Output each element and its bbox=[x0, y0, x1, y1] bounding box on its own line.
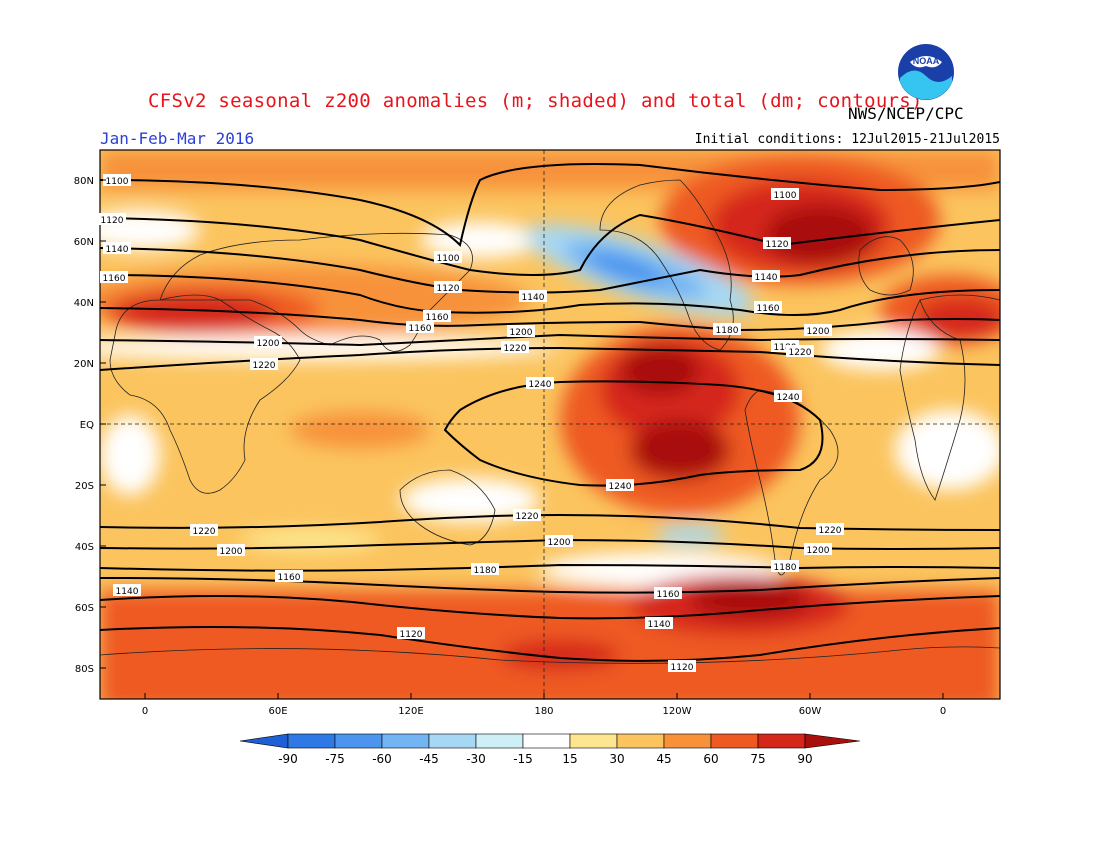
contour-label: 1180 bbox=[716, 326, 739, 336]
contour-label: 1160 bbox=[103, 274, 126, 284]
colorbar-box bbox=[334, 733, 383, 749]
contour-label: 1200 bbox=[510, 328, 533, 338]
colorbar-box bbox=[757, 733, 806, 749]
lat-tick-label: 40N bbox=[74, 298, 94, 309]
contour-label: 1220 bbox=[789, 348, 812, 358]
colorbar-label: 75 bbox=[750, 752, 765, 766]
lat-tick-label: 60S bbox=[75, 603, 94, 614]
contour-label: 1200 bbox=[807, 546, 830, 556]
contour-label: 1240 bbox=[609, 482, 632, 492]
contour-label: 1160 bbox=[278, 573, 301, 583]
colorbar-box bbox=[710, 733, 759, 749]
lat-tick-label: 80S bbox=[75, 664, 94, 675]
colorbar-label: -30 bbox=[466, 752, 486, 766]
colorbar-label: 90 bbox=[797, 752, 812, 766]
colorbar-box bbox=[616, 733, 665, 749]
contour-label: 1120 bbox=[400, 630, 423, 640]
colorbar-box bbox=[569, 733, 618, 749]
lat-tick-label: EQ bbox=[80, 420, 94, 431]
colorbar-label: 45 bbox=[656, 752, 671, 766]
lat-tick-label: 20S bbox=[75, 481, 94, 492]
contour-label: 1220 bbox=[516, 512, 539, 522]
latitude-axis: 80N 60N 40N 20N EQ 20S 40S 60S 80S bbox=[74, 176, 106, 675]
contour-label: 1240 bbox=[529, 380, 552, 390]
contour-label: 1160 bbox=[426, 313, 449, 323]
anomaly-shading bbox=[100, 150, 1000, 699]
lon-tick-label: 0 bbox=[142, 706, 148, 717]
contour-label: 1120 bbox=[437, 284, 460, 294]
colorbar-labels: -90 -75 -60 -45 -30 -15 15 30 45 60 75 90 bbox=[278, 752, 812, 766]
colorbar-box bbox=[663, 733, 712, 749]
contour-label: 1220 bbox=[193, 527, 216, 537]
lat-tick-label: 80N bbox=[74, 176, 94, 187]
colorbar-low-arrow bbox=[239, 733, 289, 749]
coastlines bbox=[100, 179, 1000, 664]
contour-label: 1120 bbox=[671, 663, 694, 673]
organization-label: NWS/NCEP/CPC bbox=[848, 104, 964, 123]
contour-label: 1200 bbox=[807, 327, 830, 337]
lon-tick-label: 60W bbox=[799, 706, 822, 717]
contour-label: 1200 bbox=[257, 339, 280, 349]
contour-label: 1140 bbox=[106, 245, 129, 255]
contour-labels: 1100 1100 1100 1120 1120 1120 1140 1140 1140 1160… bbox=[98, 174, 844, 673]
lon-tick-label: 0 bbox=[940, 706, 946, 717]
contour-label: 1220 bbox=[504, 344, 527, 354]
initial-conditions-label: Initial conditions: 12Jul2015-21Jul2015 bbox=[694, 132, 1000, 147]
contour-label: 1140 bbox=[648, 620, 671, 630]
contour-label: 1100 bbox=[774, 191, 797, 201]
lat-tick-label: 20N bbox=[74, 359, 94, 370]
colorbar-boxes bbox=[239, 733, 861, 749]
colorbar-box bbox=[428, 733, 477, 749]
colorbar-label: -75 bbox=[325, 752, 345, 766]
contour-label: 1160 bbox=[409, 324, 432, 334]
colorbar-label: 15 bbox=[562, 752, 577, 766]
colorbar-label: -15 bbox=[513, 752, 533, 766]
lon-tick-label: 120W bbox=[663, 706, 692, 717]
contour-label: 1180 bbox=[474, 566, 497, 576]
contour-label: 1100 bbox=[437, 254, 460, 264]
contour-label: 1220 bbox=[819, 526, 842, 536]
colorbar-label: 30 bbox=[609, 752, 624, 766]
period-label: Jan-Feb-Mar 2016 bbox=[100, 129, 255, 148]
chart-title: CFSv2 seasonal z200 anomalies (m; shaded… bbox=[148, 90, 923, 112]
contour-label: 1120 bbox=[766, 240, 789, 250]
colorbar-high-arrow bbox=[804, 733, 861, 749]
contour-label: 1140 bbox=[116, 587, 139, 597]
colorbar-label: -45 bbox=[419, 752, 439, 766]
contour-label: 1180 bbox=[774, 563, 797, 573]
contour-label: 1100 bbox=[106, 177, 129, 187]
contour-label: 1140 bbox=[522, 293, 545, 303]
contour-label: 1160 bbox=[757, 304, 780, 314]
lon-tick-label: 60E bbox=[268, 706, 287, 717]
contour-label: 1240 bbox=[777, 393, 800, 403]
lat-tick-label: 40S bbox=[75, 542, 94, 553]
colorbar-label: -90 bbox=[278, 752, 298, 766]
colorbar-label: -60 bbox=[372, 752, 392, 766]
contour-label: 1220 bbox=[253, 361, 276, 371]
contour-label: 1160 bbox=[657, 590, 680, 600]
colorbar-box bbox=[287, 733, 336, 749]
logo-text: NOAA bbox=[913, 56, 940, 66]
noaa-logo-icon: NOAA bbox=[898, 44, 954, 100]
colorbar-label: 60 bbox=[703, 752, 718, 766]
contour-label: 1140 bbox=[755, 273, 778, 283]
lon-tick-label: 180 bbox=[534, 706, 553, 717]
contour-label: 1180 bbox=[774, 343, 797, 353]
colorbar-box bbox=[522, 733, 571, 749]
colorbar-box bbox=[381, 733, 430, 749]
longitude-axis: 0 60E 120E 180 120W 60W 0 bbox=[142, 693, 946, 717]
contour-label: 1200 bbox=[548, 538, 571, 548]
lon-tick-label: 120E bbox=[398, 706, 423, 717]
contour-label: 1200 bbox=[220, 547, 243, 557]
colorbar-box bbox=[475, 733, 524, 749]
lat-tick-label: 60N bbox=[74, 237, 94, 248]
contour-label: 1120 bbox=[101, 216, 124, 226]
